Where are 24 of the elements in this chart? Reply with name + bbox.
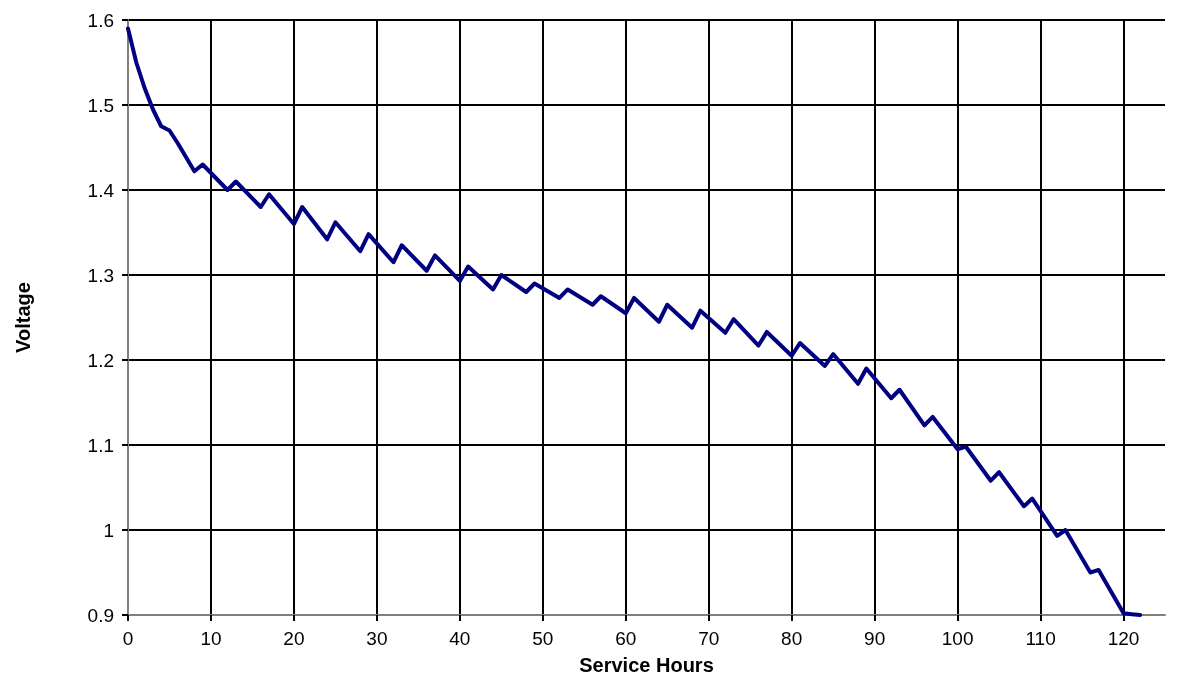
line-series bbox=[126, 26, 1143, 617]
x-tick-label: 40 bbox=[449, 628, 471, 649]
y-tick-label: 1.6 bbox=[87, 9, 114, 31]
x-tick-label: 100 bbox=[941, 628, 974, 649]
x-axis-title: Service Hours bbox=[579, 654, 714, 676]
x-tick-label: 70 bbox=[698, 628, 720, 649]
y-tick-label: 1.2 bbox=[87, 349, 114, 371]
y-axis-title: Voltage bbox=[12, 282, 34, 353]
x-tick-label: 120 bbox=[1107, 628, 1140, 649]
x-tick-label: 90 bbox=[864, 628, 886, 649]
x-tick-label: 110 bbox=[1025, 628, 1056, 649]
y-tick-label: 1.1 bbox=[87, 434, 114, 456]
x-tick-label: 50 bbox=[532, 628, 554, 649]
x-tick-label: 60 bbox=[615, 628, 637, 649]
y-tick-label: 1 bbox=[103, 519, 114, 541]
x-tick-label: 0 bbox=[122, 628, 134, 649]
y-tick-label: 0.9 bbox=[87, 604, 114, 626]
y-tick-label: 1.4 bbox=[87, 179, 115, 201]
x-tick-label: 10 bbox=[200, 628, 222, 649]
y-tick-label: 1.3 bbox=[87, 264, 114, 286]
x-tick-label: 20 bbox=[283, 628, 305, 649]
y-tick-label: 1.5 bbox=[87, 94, 114, 116]
x-tick-label: 80 bbox=[781, 628, 803, 649]
x-tick-label: 30 bbox=[366, 628, 388, 649]
